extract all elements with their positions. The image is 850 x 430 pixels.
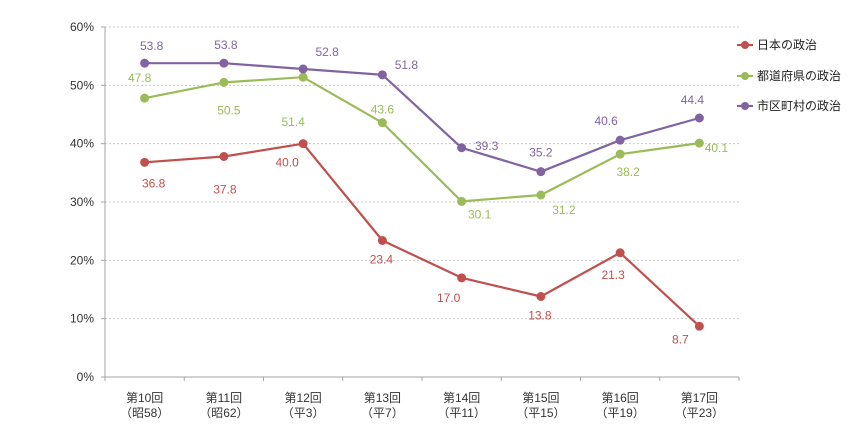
data-point-s1-6 xyxy=(615,149,625,159)
ytick-label: 10% xyxy=(70,312,94,326)
xtick-sublabel: （平3） xyxy=(282,406,325,420)
legend-item: 市区町村の政治 xyxy=(737,98,841,113)
data-label-s1-4: 30.1 xyxy=(468,207,492,221)
data-label-s1-3: 43.6 xyxy=(371,103,395,117)
xtick-label: 第14回 xyxy=(443,391,480,405)
series-lines xyxy=(140,58,704,331)
data-label-s2-5: 35.2 xyxy=(529,146,553,160)
data-label-s2-7: 44.4 xyxy=(681,93,705,107)
data-point-s2-6 xyxy=(615,135,625,145)
data-label-s0-2: 40.0 xyxy=(275,156,299,170)
xtick-label: 第17回 xyxy=(681,391,718,405)
legend-item: 日本の政治 xyxy=(737,38,817,52)
data-point-s1-1 xyxy=(219,77,229,87)
series-line-2 xyxy=(144,62,700,173)
data-label-s1-7: 40.1 xyxy=(705,141,729,155)
data-point-s1-2 xyxy=(298,72,308,82)
data-point-s2-2 xyxy=(298,64,308,74)
legend-label: 市区町村の政治 xyxy=(757,98,841,113)
data-point-s2-3 xyxy=(377,70,387,80)
data-point-s1-0 xyxy=(140,93,150,103)
data-label-s0-7: 8.7 xyxy=(672,332,689,346)
data-label-s1-5: 31.2 xyxy=(552,203,576,217)
xtick-label: 第16回 xyxy=(601,391,638,405)
data-point-s0-2 xyxy=(298,139,308,149)
series-line-1 xyxy=(144,76,700,203)
legend-label: 都道府県の政治 xyxy=(757,68,841,83)
data-label-s0-5: 13.8 xyxy=(528,309,552,323)
legend-marker xyxy=(741,72,749,80)
xtick-sublabel: （平23） xyxy=(675,406,724,420)
data-point-s1-3 xyxy=(377,118,387,128)
ytick-label: 20% xyxy=(70,253,94,267)
data-label-s1-2: 51.4 xyxy=(281,115,305,129)
legend-item: 都道府県の政治 xyxy=(737,68,841,83)
legend-marker xyxy=(741,41,749,49)
legend-marker xyxy=(741,102,749,110)
xtick-sublabel: （昭62） xyxy=(199,406,248,420)
xtick-label: 第11回 xyxy=(206,391,242,405)
data-point-s2-0 xyxy=(140,58,150,68)
data-label-s2-3: 51.8 xyxy=(395,58,419,72)
xtick-label: 第10回 xyxy=(126,391,163,405)
ytick-label: 40% xyxy=(70,137,94,151)
data-point-s0-5 xyxy=(536,292,546,301)
data-point-s2-1 xyxy=(219,58,229,68)
data-point-s2-4 xyxy=(457,143,467,153)
xtick-sublabel: （昭58） xyxy=(120,406,169,420)
ytick-label: 50% xyxy=(70,78,94,92)
legend-label: 日本の政治 xyxy=(757,38,817,52)
data-point-s0-3 xyxy=(377,236,387,245)
ytick-label: 30% xyxy=(70,195,94,209)
data-point-s0-1 xyxy=(219,152,229,161)
data-label-s2-1: 53.8 xyxy=(214,38,238,52)
xtick-sublabel: （平7） xyxy=(361,406,404,420)
data-label-s1-1: 50.5 xyxy=(217,103,241,117)
data-label-s2-6: 40.6 xyxy=(594,114,618,128)
xtick-sublabel: （平11） xyxy=(437,406,485,420)
data-point-s0-0 xyxy=(140,157,150,167)
data-label-s1-6: 38.2 xyxy=(616,165,640,179)
xtick-label: 第13回 xyxy=(364,391,401,405)
data-label-s1-0: 47.8 xyxy=(128,71,152,85)
ytick-label: 0% xyxy=(77,370,95,384)
data-label-s0-3: 23.4 xyxy=(370,253,394,267)
data-point-s1-7 xyxy=(694,138,704,148)
data-point-s0-4 xyxy=(457,273,467,283)
data-label-s2-0: 53.8 xyxy=(140,39,164,53)
xtick-sublabel: （平15） xyxy=(516,406,565,420)
data-point-s2-7 xyxy=(694,113,704,123)
data-labels: 36.8 37.8 40.0 23.4 17.0 13.8 21.3 8.7 47.8 50.5 5… xyxy=(128,38,728,346)
data-point-s2-5 xyxy=(536,167,546,177)
data-label-s2-2: 52.8 xyxy=(315,45,339,59)
series-line-0 xyxy=(144,142,701,328)
data-point-s1-5 xyxy=(536,190,546,200)
data-label-s0-1: 37.8 xyxy=(213,183,237,197)
data-label-s2-4: 39.3 xyxy=(475,139,499,153)
data-point-s0-7 xyxy=(694,321,704,331)
xtick-sublabel: （平19） xyxy=(595,406,644,420)
ytick-label: 60% xyxy=(70,20,94,34)
data-point-s0-6 xyxy=(615,248,625,258)
axes: 0% 10% 20% 30% 40% 50% 60% 第10回（昭58） 第11回（昭62） 第1… xyxy=(70,20,740,420)
xtick-label: 第15回 xyxy=(522,391,559,405)
data-point-s1-4 xyxy=(457,196,467,206)
data-label-s0-6: 21.3 xyxy=(601,268,625,282)
xtick-label: 第12回 xyxy=(284,391,321,405)
data-label-s0-0: 36.8 xyxy=(142,176,166,190)
data-label-s0-4: 17.0 xyxy=(437,291,461,305)
